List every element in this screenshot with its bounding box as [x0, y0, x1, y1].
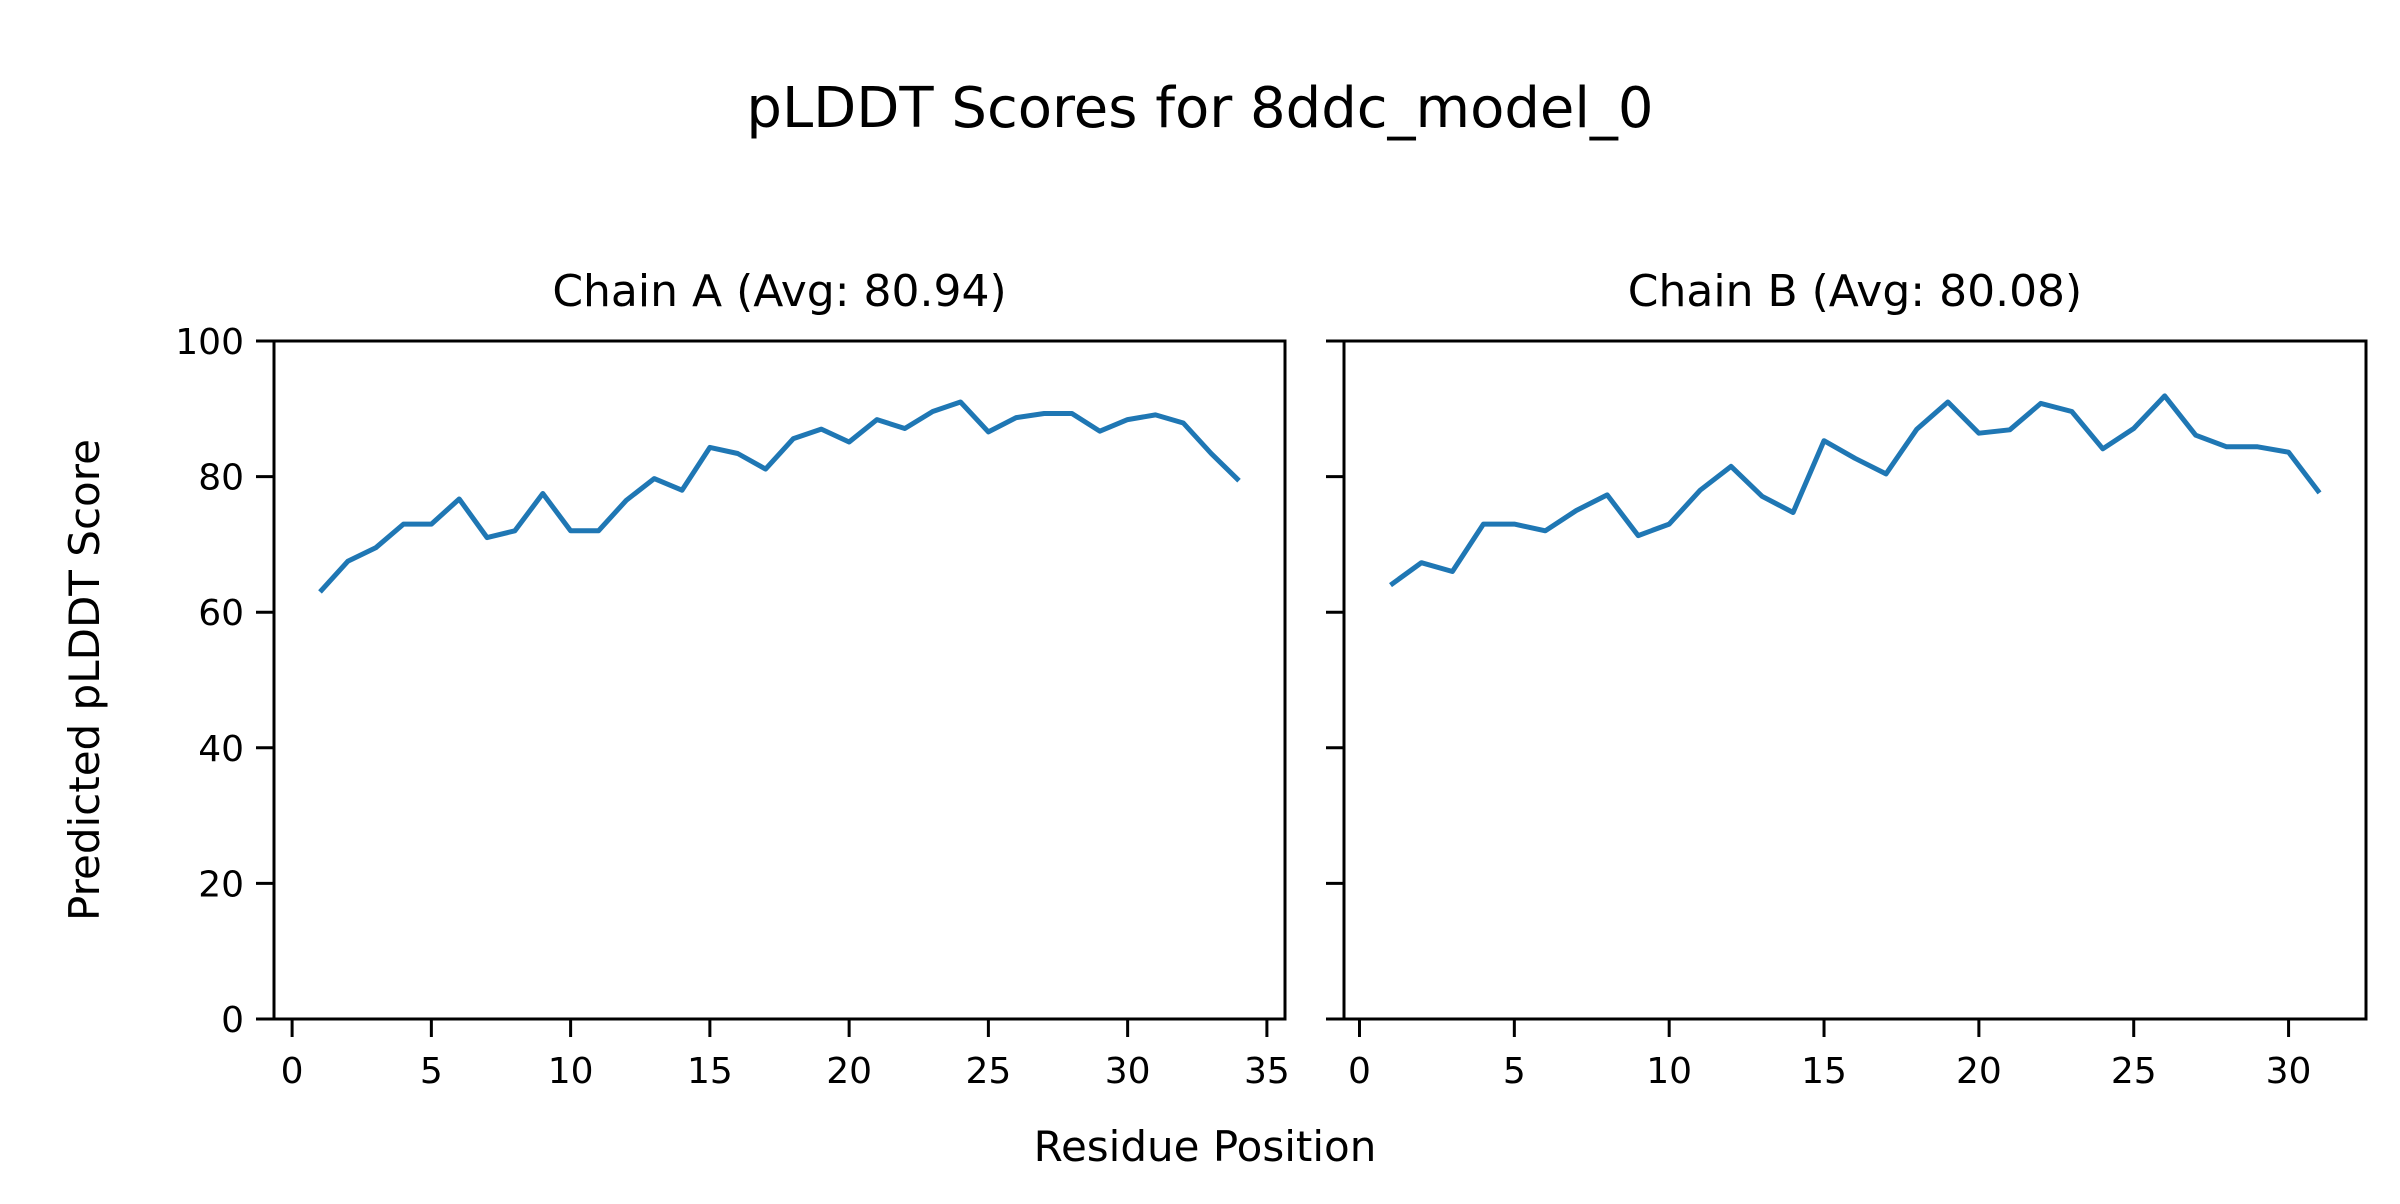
chain-b-xtick-label: 15	[1801, 1051, 1847, 1092]
chain-a-ytick-label: 60	[198, 593, 244, 634]
chain-a-ytick-label: 100	[175, 322, 244, 363]
chain-a-xtick-label: 20	[826, 1051, 872, 1092]
chain-a-title: Chain A (Avg: 80.94)	[552, 266, 1007, 317]
chain-b-xtick-label: 10	[1646, 1051, 1692, 1092]
chain-b-xtick-label: 5	[1503, 1051, 1526, 1092]
chain-b-xtick-label: 0	[1348, 1051, 1371, 1092]
chain-a-spines	[272, 339, 1287, 1021]
chain-a-axes: 0 5 10 15 20 25 30 35 0 20 40 60 80 100	[175, 322, 1290, 1092]
chain-b-axes: 0 5 10 15 20 25 30	[1326, 339, 2368, 1092]
chain-b-spines	[1342, 339, 2368, 1021]
x-axis-label: Residue Position	[1033, 1122, 1377, 1171]
chain-b-xtick-label: 25	[2111, 1051, 2157, 1092]
chain-a-xtick-label: 0	[281, 1051, 304, 1092]
chain-a-xtick-label: 15	[687, 1051, 733, 1092]
chain-a-xtick-label: 5	[420, 1051, 443, 1092]
chain-a-ytick-label: 0	[221, 1000, 244, 1041]
chain-b-plddt-line	[1389, 393, 2322, 588]
chain-b-xtick-label: 30	[2266, 1051, 2312, 1092]
chain-b-title: Chain B (Avg: 80.08)	[1627, 266, 2083, 317]
chain-a-xtick-label: 25	[965, 1051, 1011, 1092]
chain-a-xtick-label: 30	[1105, 1051, 1151, 1092]
chain-a-xtick-label: 35	[1244, 1051, 1290, 1092]
chain-a-ytick-label: 80	[198, 458, 244, 499]
y-axis-label: Predicted pLDDT Score	[60, 439, 109, 921]
chain-a-ytick-label: 20	[198, 864, 244, 905]
figure-title: pLDDT Scores for 8ddc_model_0	[746, 76, 1654, 141]
chain-a-xtick-label: 10	[548, 1051, 594, 1092]
chain-a-ytick-label: 40	[198, 729, 244, 770]
chain-b-xtick-label: 20	[1956, 1051, 2002, 1092]
chain-a-plddt-line	[318, 399, 1241, 594]
